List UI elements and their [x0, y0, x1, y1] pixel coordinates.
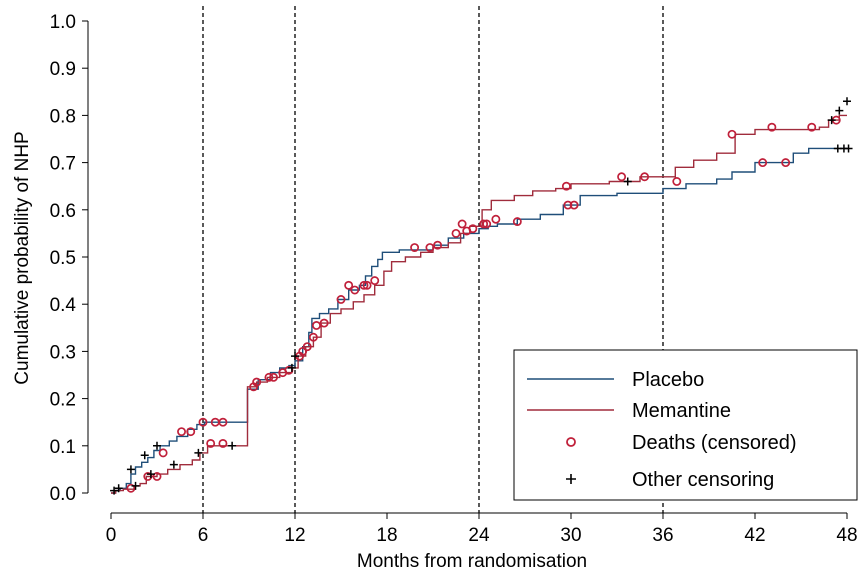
death-marker-placebo [781, 158, 791, 168]
x-tick-label: 18 [376, 525, 397, 546]
death-marker-memantine [252, 377, 262, 387]
death-marker-memantine [491, 214, 501, 224]
death-marker-memantine [198, 417, 208, 427]
censor-marker-memantine [623, 177, 632, 186]
death-marker-placebo [359, 280, 369, 290]
censor-marker-memantine [827, 116, 836, 125]
censor-marker-placebo [844, 144, 853, 153]
death-marker-memantine [727, 129, 737, 139]
y-axis-title: Cumulative probability of NHP [12, 131, 33, 384]
censor-marker-memantine [835, 106, 844, 115]
x-tick-label: 30 [560, 525, 581, 546]
death-marker-memantine [218, 438, 228, 448]
death-marker-memantine [617, 172, 627, 182]
legend-memantine-label: Memantine [632, 400, 731, 422]
legend-other-marker [566, 474, 576, 484]
death-marker-memantine [433, 240, 443, 250]
death-marker-memantine [158, 448, 168, 458]
markers-group [110, 97, 853, 495]
censor-marker-placebo [140, 451, 149, 460]
death-marker-memantine [512, 217, 522, 227]
legend-other-label: Other censoring [632, 469, 774, 491]
death-marker-memantine [298, 346, 308, 356]
censor-marker-memantine [843, 97, 851, 106]
death-marker-memantine [186, 427, 196, 437]
y-tick-label: 0.0 [50, 484, 76, 505]
censor-marker-placebo [114, 484, 123, 493]
death-marker-memantine [362, 280, 372, 290]
censor-marker-memantine [287, 363, 296, 372]
x-tick-label: 0 [106, 525, 117, 546]
censor-marker-memantine [146, 470, 155, 479]
death-marker-memantine [269, 372, 278, 382]
death-marker-placebo [312, 320, 321, 330]
death-marker-memantine [350, 285, 360, 295]
legend-placebo-label: Placebo [632, 369, 704, 391]
censor-marker-placebo [126, 465, 135, 474]
censor-marker-memantine [110, 486, 119, 495]
death-marker-placebo [336, 295, 346, 304]
y-tick-label: 0.9 [50, 59, 76, 80]
death-marker-memantine [308, 332, 318, 342]
death-marker-memantine [807, 122, 817, 132]
death-marker-placebo [264, 372, 274, 382]
censor-marker-memantine [228, 441, 237, 450]
death-marker-memantine [319, 318, 329, 328]
y-tick-label: 0.2 [50, 390, 76, 411]
death-marker-memantine [767, 122, 777, 132]
y-tick-label: 1.0 [50, 12, 76, 33]
censor-marker-memantine [169, 460, 178, 469]
x-tick-label: 42 [744, 525, 765, 546]
legend: Placebo Memantine Deaths (censored) Othe… [513, 349, 858, 501]
censor-marker-placebo [153, 441, 161, 450]
x-tick-label: 24 [468, 525, 490, 546]
death-marker-memantine [451, 228, 461, 238]
death-marker-memantine [126, 483, 136, 493]
death-marker-memantine [152, 472, 162, 481]
death-marker-memantine [370, 276, 380, 286]
censor-marker-memantine [131, 481, 140, 490]
death-marker-memantine [177, 427, 186, 437]
y-tick-label: 0.7 [50, 154, 76, 175]
death-marker-memantine [640, 172, 650, 182]
x-axis-title: Months from randomisation [357, 551, 587, 572]
death-marker-memantine [344, 280, 354, 290]
death-marker-memantine [561, 181, 571, 191]
censor-marker-placebo [291, 352, 299, 361]
axes: 0.0 0.1 0.2 0.3 0.4 0.5 0.6 0.7 0.8 0.9 1.0 0 6 12 18 2… [50, 12, 858, 546]
death-marker-placebo [758, 158, 768, 168]
x-tick-label: 6 [198, 525, 209, 546]
y-tick-label: 0.1 [50, 437, 76, 458]
censor-marker-memantine [194, 448, 203, 457]
legend-deaths-label: Deaths (censored) [632, 432, 797, 454]
y-tick-label: 0.8 [50, 106, 76, 127]
series-line-memantine [111, 114, 847, 494]
y-tick-label: 0.6 [50, 201, 76, 222]
death-marker-placebo [563, 200, 573, 210]
death-marker-placebo [479, 219, 489, 229]
y-tick-label: 0.3 [50, 342, 76, 363]
death-marker-memantine [410, 243, 420, 253]
x-tick-label: 36 [652, 525, 673, 546]
death-marker-memantine [457, 219, 467, 229]
y-tick-label: 0.5 [50, 248, 76, 269]
legend-deaths-marker [566, 437, 576, 447]
death-marker-placebo [218, 417, 228, 427]
x-tick-label: 48 [836, 525, 857, 546]
x-tick-label: 12 [284, 525, 305, 546]
death-marker-memantine [206, 438, 216, 448]
y-tick-label: 0.4 [50, 295, 77, 316]
death-marker-placebo [425, 243, 435, 253]
death-marker-placebo [302, 342, 312, 352]
death-marker-memantine [482, 219, 492, 229]
death-marker-placebo [672, 177, 682, 186]
death-marker-placebo [569, 200, 579, 210]
death-marker-memantine [468, 224, 478, 234]
